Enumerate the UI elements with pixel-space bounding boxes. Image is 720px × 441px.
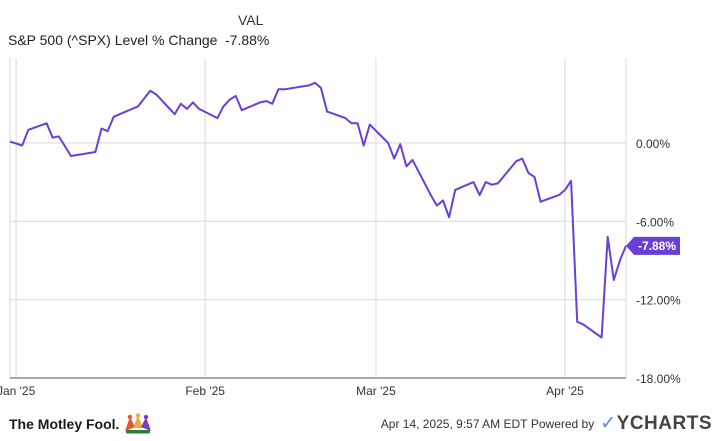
y-tick-label: 0.00% [636, 137, 670, 151]
footer-attribution: Apr 14, 2025, 9:57 AM EDT Powered by ✓YC… [381, 412, 712, 435]
jester-hat-icon [125, 413, 152, 434]
y-tick-label: -18.00% [636, 372, 681, 386]
x-tick-label: Jan '25 [0, 384, 36, 398]
last-value-label: -7.88% [638, 239, 676, 253]
axes [9, 58, 627, 379]
labels: 0.00% -6.00% -12.00% -18.00% Jan '25 Feb '25 M… [0, 137, 681, 398]
y-tick-label: -6.00% [636, 215, 674, 229]
series [9, 81, 627, 339]
motley-fool-brand: The Motley Fool. [9, 416, 120, 432]
ycharts-logo-text: YCHARTS [616, 413, 712, 434]
y-tick-label: -12.00% [636, 294, 681, 308]
legend-series-label: S&P 500 (^SPX) Level % Change [8, 32, 218, 48]
timestamp: Apr 14, 2025, 9:57 AM EDT [380, 416, 528, 431]
last-value-tag: -7.88% [626, 236, 680, 255]
legend-series-value: -7.88% [225, 32, 270, 48]
powered-by-text: Powered by [530, 416, 595, 431]
motley-fool-logo: The Motley Fool. [9, 413, 153, 435]
grid [10, 58, 626, 379]
series-line [9, 81, 627, 339]
x-tick-label: Mar '25 [356, 384, 396, 398]
legend-header: VAL [238, 12, 264, 28]
x-tick-label: Feb '25 [185, 384, 225, 398]
last-value-badge [626, 236, 680, 255]
ycharts-y-icon: ✓ [600, 413, 617, 434]
x-tick-label: Apr '25 [546, 384, 584, 398]
ycharts-logo: ✓YCHARTS [600, 412, 712, 435]
